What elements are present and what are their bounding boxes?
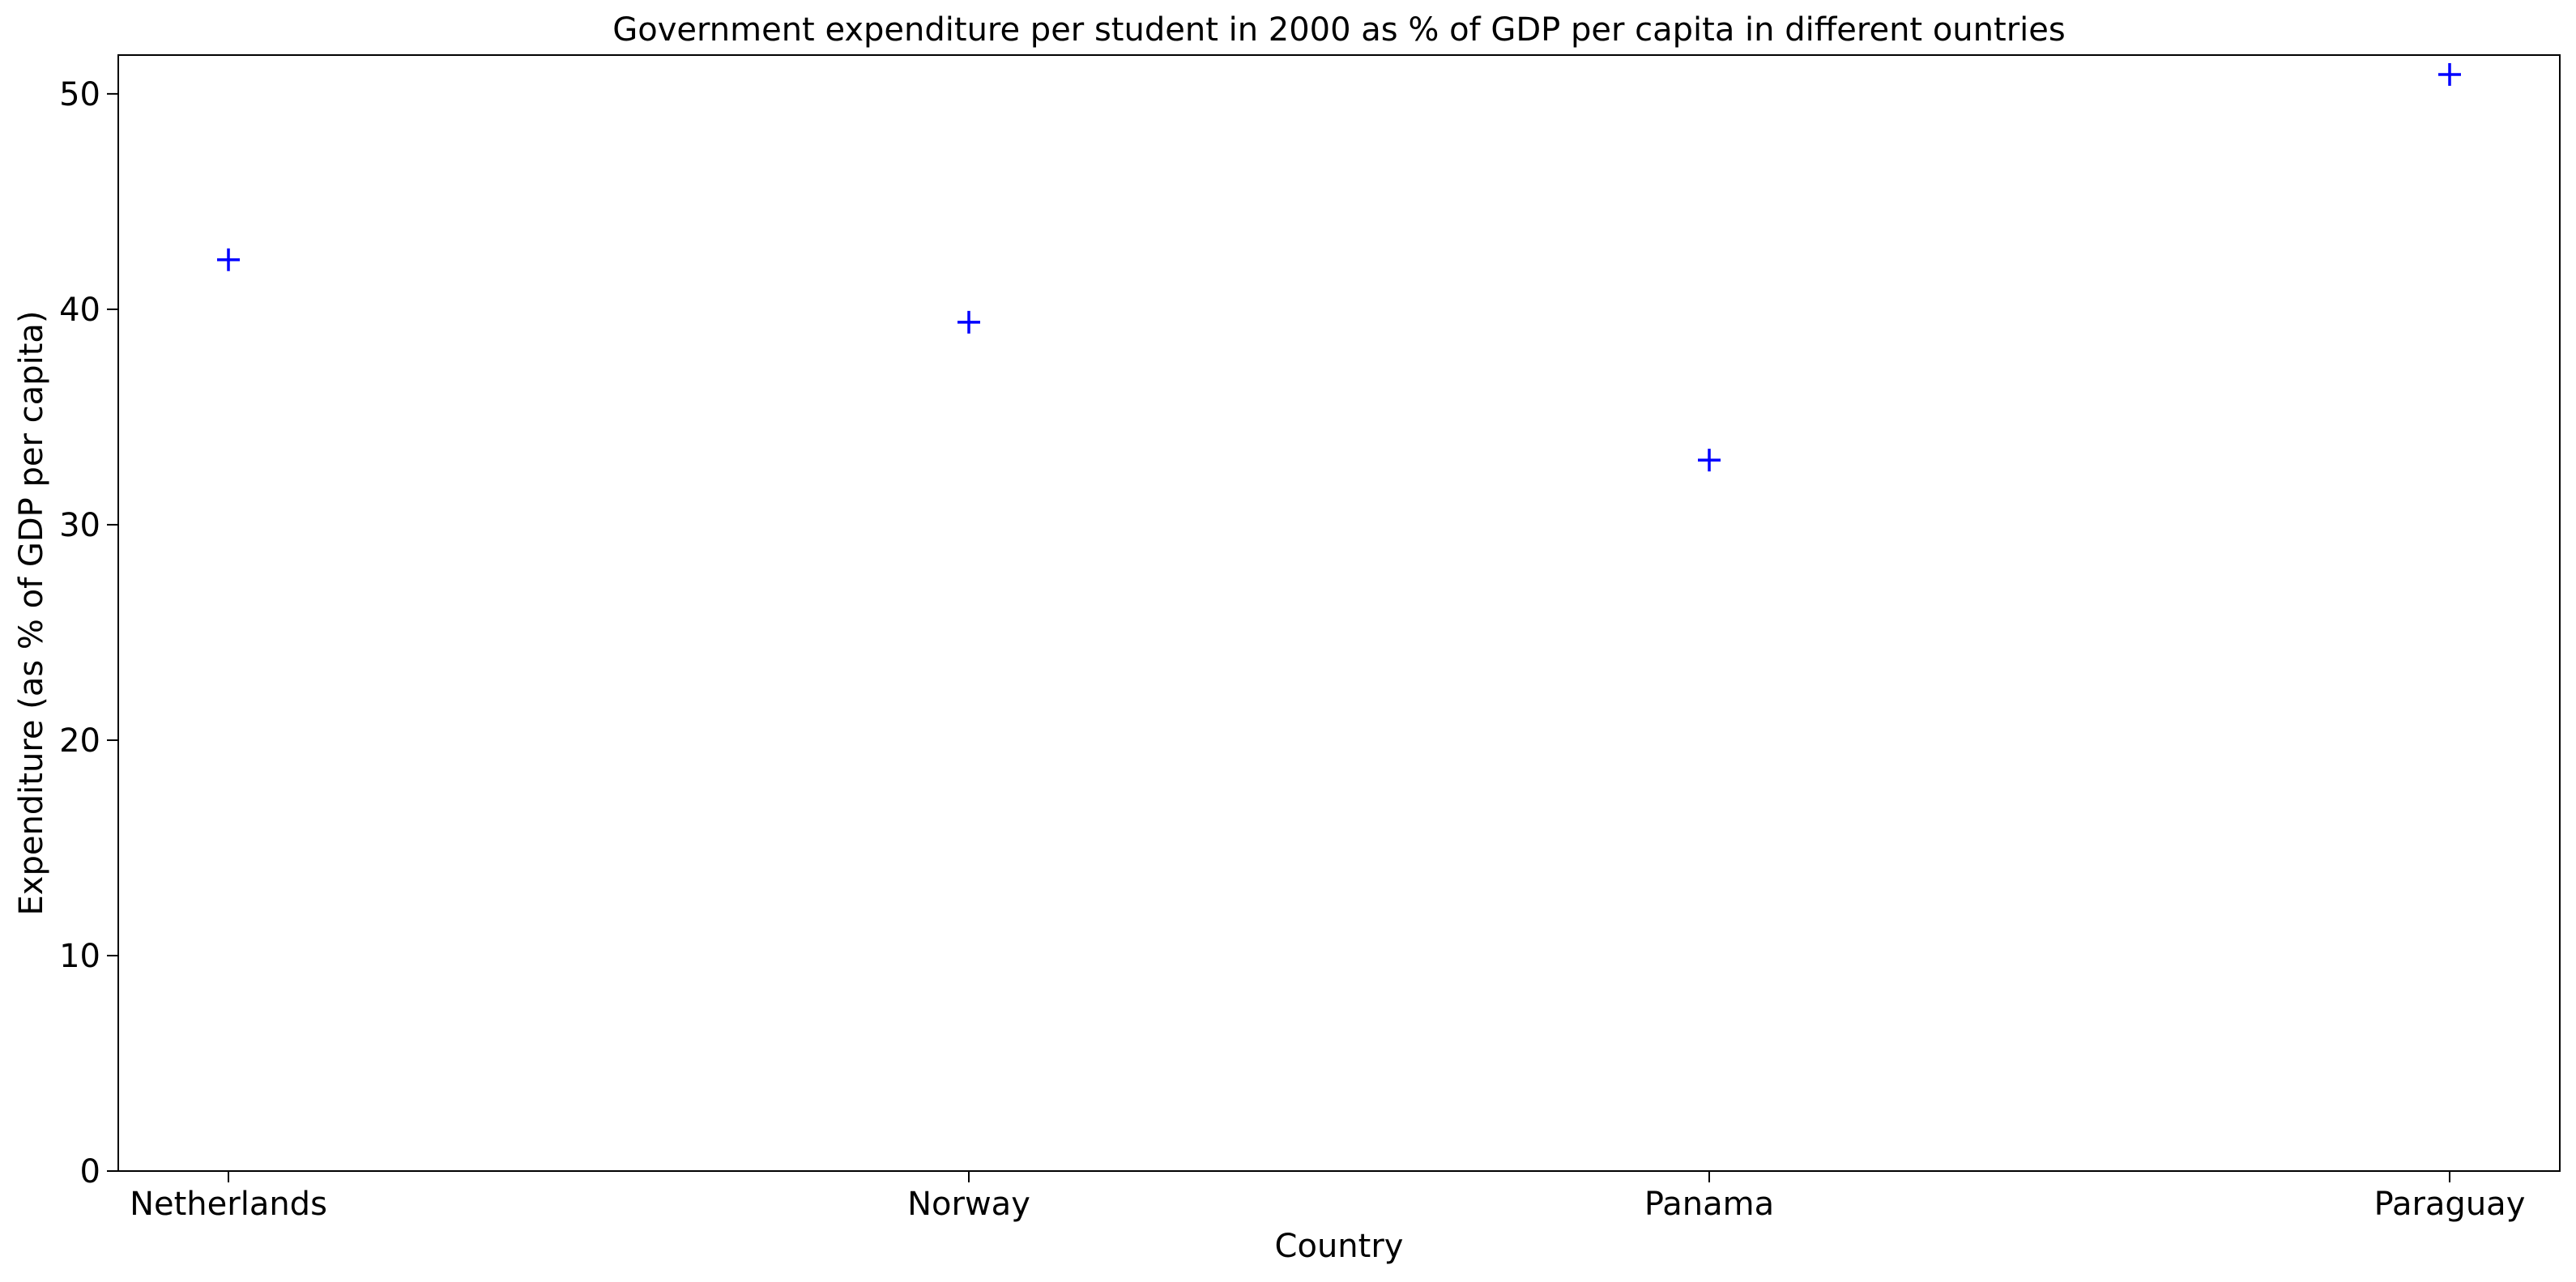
- y-tick-label: 40: [59, 292, 100, 329]
- y-axis-ticks: 0 10 20 30 40 50: [59, 76, 118, 1190]
- x-tick-label: Netherlands: [130, 1186, 327, 1223]
- y-tick-label: 20: [59, 722, 100, 760]
- chart-title: Government expenditure per student in 20…: [612, 11, 2065, 49]
- x-tick-label: Panama: [1644, 1186, 1774, 1223]
- data-point-panama: [1698, 449, 1721, 472]
- y-tick-label: 10: [59, 938, 100, 975]
- y-tick-label: 0: [80, 1153, 100, 1190]
- data-points: [217, 62, 2461, 472]
- x-axis-ticks: Netherlands Norway Panama Paraguay: [130, 1171, 2525, 1223]
- y-axis-label: Expenditure (as % of GDP per capita): [13, 311, 50, 916]
- x-axis-label: Country: [1275, 1228, 1404, 1265]
- y-tick-label: 50: [59, 76, 100, 113]
- data-point-netherlands: [217, 248, 240, 271]
- plot-frame: [117, 54, 2561, 1172]
- x-tick-label: Paraguay: [2374, 1186, 2526, 1223]
- x-tick-label: Norway: [907, 1186, 1030, 1223]
- data-point-norway: [957, 310, 980, 334]
- data-point-paraguay: [2438, 62, 2461, 86]
- y-tick-label: 30: [59, 507, 100, 544]
